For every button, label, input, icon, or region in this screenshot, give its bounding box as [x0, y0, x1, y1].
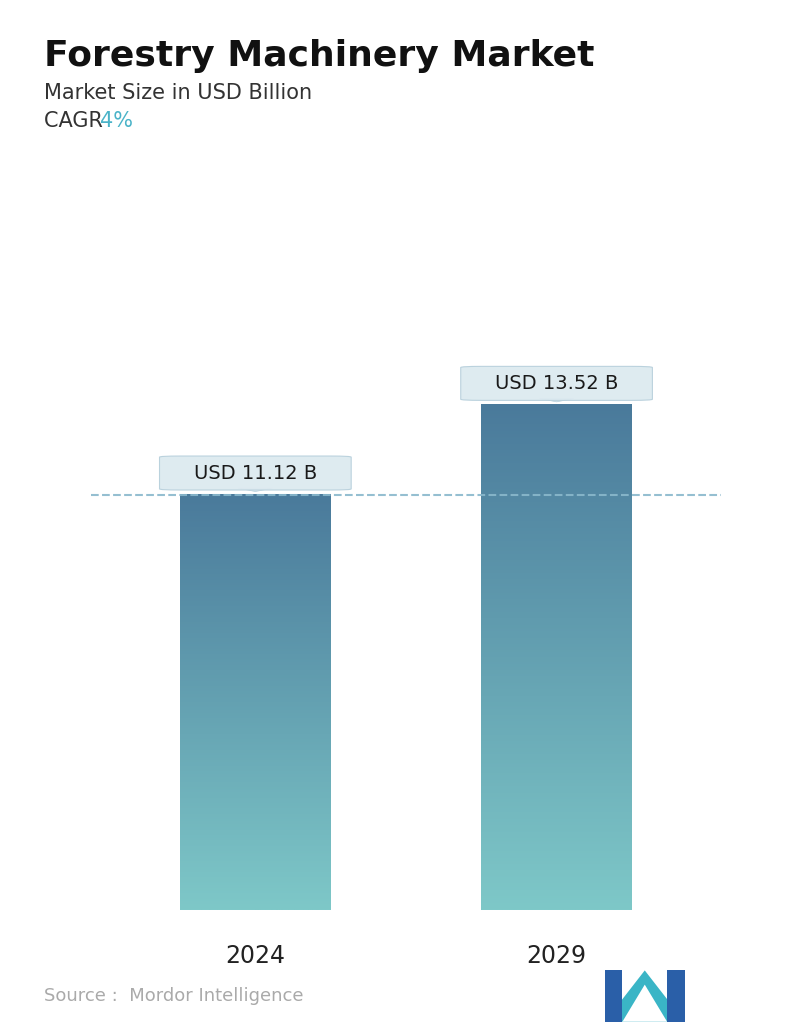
Polygon shape [238, 488, 272, 491]
FancyBboxPatch shape [159, 456, 351, 490]
Text: 4%: 4% [100, 111, 133, 130]
Text: 2029: 2029 [527, 944, 587, 968]
Polygon shape [622, 984, 667, 1022]
Text: USD 13.52 B: USD 13.52 B [495, 374, 618, 393]
Text: Source :  Mordor Intelligence: Source : Mordor Intelligence [44, 987, 303, 1005]
Text: CAGR: CAGR [44, 111, 116, 130]
Polygon shape [540, 398, 574, 402]
Text: USD 11.12 B: USD 11.12 B [193, 463, 317, 483]
Polygon shape [605, 970, 685, 1022]
Polygon shape [667, 970, 685, 1022]
Polygon shape [605, 970, 622, 1022]
Text: Forestry Machinery Market: Forestry Machinery Market [44, 39, 595, 73]
FancyBboxPatch shape [461, 366, 653, 400]
Text: 2024: 2024 [225, 944, 285, 968]
Text: Market Size in USD Billion: Market Size in USD Billion [44, 83, 312, 102]
